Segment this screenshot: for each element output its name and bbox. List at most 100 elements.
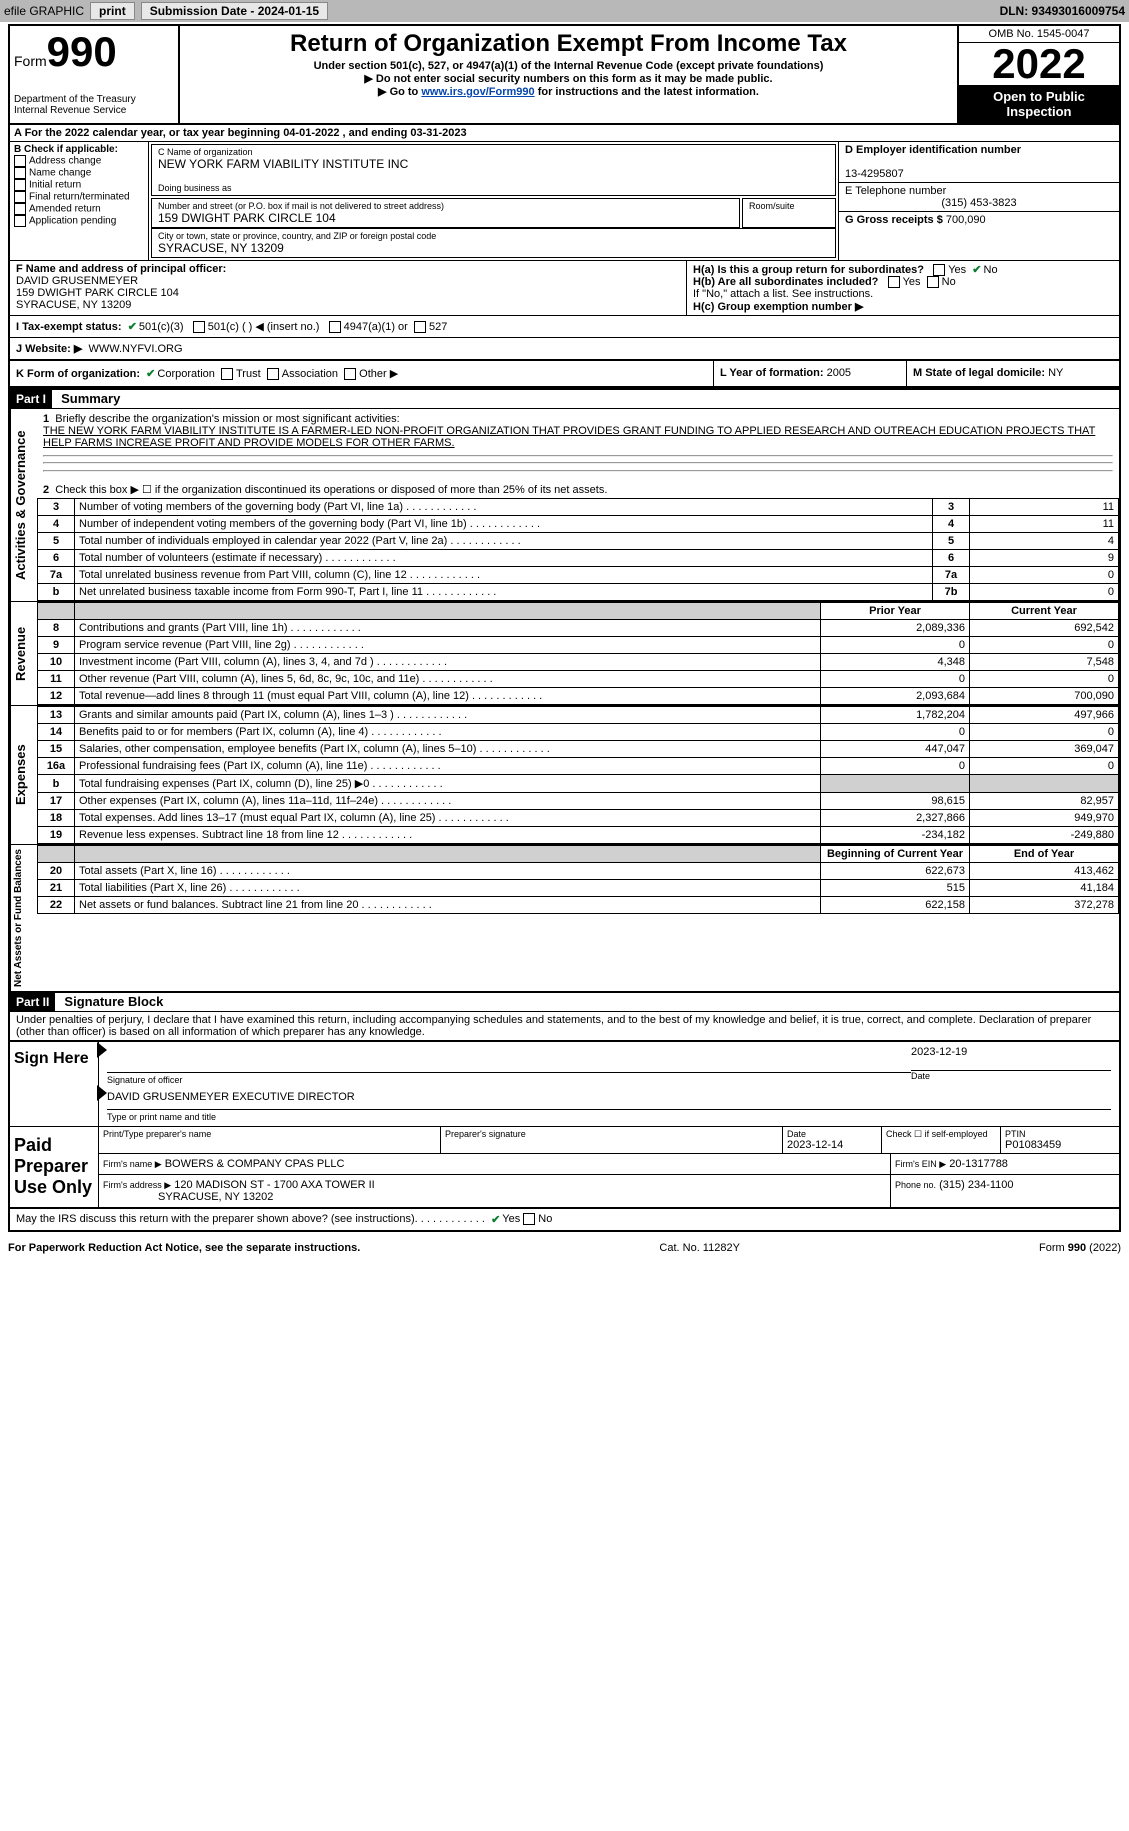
table-row: 10Investment income (Part VIII, column (… [38,654,1119,671]
trust-label: Trust [236,368,261,380]
table-row: 7aTotal unrelated business revenue from … [38,567,1119,584]
ha-yes: Yes [948,264,966,276]
website-value: WWW.NYFVI.ORG [88,343,182,355]
discuss-no-checkbox[interactable] [523,1213,535,1225]
table-row: 22Net assets or fund balances. Subtract … [38,897,1119,914]
header-left: Form990 Department of the Treasury Inter… [10,26,180,123]
corp-checkbox[interactable] [146,368,157,380]
org-name-label: C Name of organization [158,147,829,157]
header-right: OMB No. 1545-0047 2022 Open to Public In… [957,26,1119,123]
goto-note: ▶ Go to www.irs.gov/Form990 for instruct… [186,85,951,98]
footer-mid: Cat. No. 11282Y [659,1242,740,1254]
hc-label: H(c) Group exemption number ▶ [693,301,863,313]
efile-label: efile GRAPHIC [4,4,84,18]
4947-checkbox[interactable] [329,321,341,333]
hb-yes-checkbox[interactable] [888,276,900,288]
table-row: 5Total number of individuals employed in… [38,533,1119,550]
sig-officer-label: Signature of officer [107,1075,911,1085]
irs-link[interactable]: www.irs.gov/Form990 [421,86,534,98]
section-k: K Form of organization: Corporation Trus… [10,361,713,386]
hb-yes: Yes [903,276,921,288]
assoc-checkbox[interactable] [267,368,279,380]
line2: 2 Check this box ▶ ☐ if the organization… [37,481,1119,498]
gov-table: 3Number of voting members of the governi… [37,498,1119,601]
discuss-yes: Yes [502,1213,520,1226]
part2-bar: Part II Signature Block [10,991,1119,1012]
checkbox-final[interactable] [14,191,26,203]
ha-yes-checkbox[interactable] [933,264,945,276]
typed-name: DAVID GRUSENMEYER EXECUTIVE DIRECTOR [107,1091,355,1103]
form-number: Form990 [14,28,174,76]
section-l: L Year of formation: 2005 [713,361,906,386]
room-label: Room/suite [749,201,829,211]
ha-label: H(a) Is this a group return for subordin… [693,264,924,276]
checkbox-initial[interactable] [14,179,26,191]
year-form-value: 2005 [827,367,851,379]
dln-label: DLN: 93493016009754 [1000,4,1125,18]
state-value: NY [1048,367,1063,379]
501c-checkbox[interactable] [193,321,205,333]
table-row: 3Number of voting members of the governi… [38,499,1119,516]
submission-date-button[interactable]: Submission Date - 2024-01-15 [141,2,328,20]
part1-body: Activities & Governance 1 Briefly descri… [10,409,1119,601]
state-label: M State of legal domicile: [913,367,1045,379]
section-bc-row: B Check if applicable: Address change Na… [10,142,1119,261]
table-row: 8Contributions and grants (Part VIII, li… [38,620,1119,637]
checkbox-amended[interactable] [14,203,26,215]
section-deg: D Employer identification number 13-4295… [838,142,1119,260]
section-b-label: B Check if applicable: [14,144,118,155]
h-a: H(a) Is this a group return for subordin… [693,263,1113,276]
trust-checkbox[interactable] [221,368,233,380]
section-b: B Check if applicable: Address change Na… [10,142,149,260]
checkbox-address[interactable] [14,155,26,167]
typed-label: Type or print name and title [107,1112,1111,1122]
section-a-text: A For the 2022 calendar year, or tax yea… [14,127,467,139]
phone-label: E Telephone number [845,185,946,197]
section-c: C Name of organization NEW YORK FARM VIA… [149,142,838,260]
firm-name-cell: Firm's name ▶ BOWERS & COMPANY CPAS PLLC [99,1154,891,1174]
cb-amend-label: Amended return [29,204,101,215]
table-row: 12Total revenue—add lines 8 through 11 (… [38,688,1119,705]
discuss-yes-checkbox[interactable] [491,1213,502,1226]
other-checkbox[interactable] [344,368,356,380]
website-label: J Website: ▶ [16,343,82,355]
dots [415,1213,485,1226]
dept-treasury: Department of the Treasury [14,94,174,105]
ein-label: D Employer identification number [845,144,1021,156]
cb-pend-label: Application pending [29,216,116,227]
hb-no-checkbox[interactable] [927,276,939,288]
netassets-table: Beginning of Current Year End of Year 20… [37,845,1119,914]
officer-addr2: SYRACUSE, NY 13209 [16,299,131,311]
gross-value: 700,090 [946,214,986,226]
year-form-label: L Year of formation: [720,367,824,379]
signature-block: Sign Here Signature of officer 2023-12-1… [10,1040,1119,1230]
firm-ein-cell: Firm's EIN ▶ 20-1317788 [891,1154,1119,1174]
prep-date: 2023-12-14 [787,1139,877,1151]
side-revenue: Revenue [10,602,37,705]
other-label: Other ▶ [359,368,398,380]
sig-date-block: 2023-12-19 Date [911,1046,1111,1085]
city-label: City or town, state or province, country… [158,231,829,241]
corp-label: Corporation [157,368,214,380]
checkbox-pending[interactable] [14,215,26,227]
table-row: bNet unrelated business taxable income f… [38,584,1119,601]
prep-name-label: Print/Type preparer's name [103,1129,436,1139]
checkbox-name[interactable] [14,167,26,179]
form-word: Form [14,53,47,69]
501c3-checkbox[interactable] [128,321,139,333]
part2-header: Part II [10,993,55,1011]
section-h: H(a) Is this a group return for subordin… [687,261,1119,315]
print-button[interactable]: print [90,2,135,20]
typed-name-block: DAVID GRUSENMEYER EXECUTIVE DIRECTOR Typ… [107,1091,1111,1122]
section-j: J Website: ▶ WWW.NYFVI.ORG [10,338,1119,359]
page-footer: For Paperwork Reduction Act Notice, see … [0,1240,1129,1256]
firm-ein-label: Firm's EIN ▶ [895,1159,946,1169]
form-title: Return of Organization Exempt From Incom… [186,30,951,58]
section-ij: I Tax-exempt status: 501(c)(3) 501(c) ( … [10,316,1119,338]
prep-sig-label: Preparer's signature [445,1129,778,1139]
h-b: H(b) Are all subordinates included? Yes … [693,276,1113,288]
ha-no-checkbox[interactable] [972,264,983,276]
table-row: 16aProfessional fundraising fees (Part I… [38,758,1119,775]
dba-label: Doing business as [158,183,829,193]
527-checkbox[interactable] [414,321,426,333]
